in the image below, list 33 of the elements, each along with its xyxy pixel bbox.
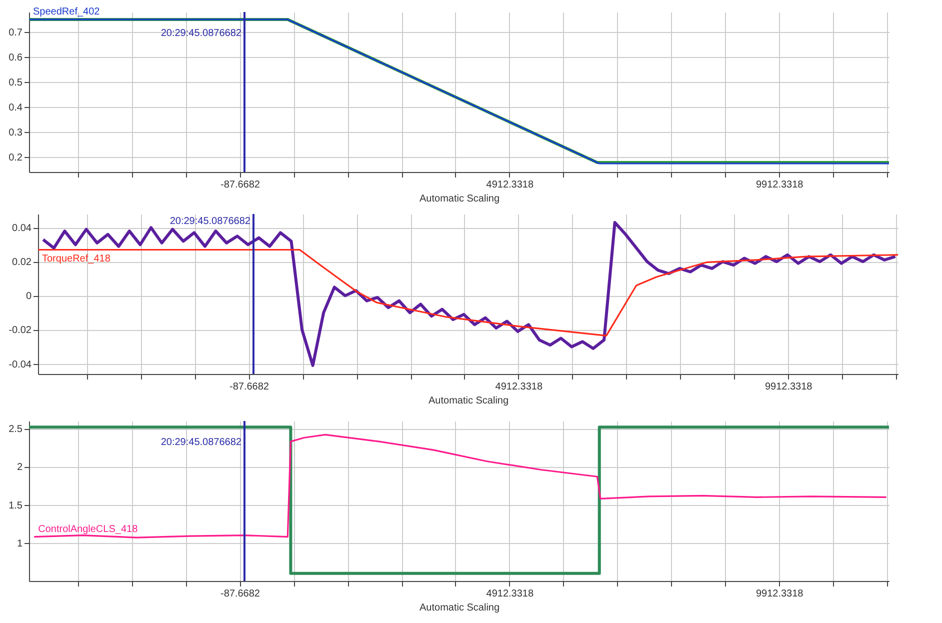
annotation: 20:29:45.0876682 — [160, 28, 242, 39]
annotation: 20:29:45.0876682 — [160, 437, 242, 448]
x-tick-label: 4912.3318 — [486, 180, 534, 190]
x-axis-title: Automatic Scaling — [428, 396, 509, 406]
x-axis-title: Automatic Scaling — [420, 194, 500, 204]
x-axis-title: Automatic Scaling — [420, 602, 500, 614]
x-tick-label: -87.6682 — [220, 588, 260, 600]
x-tick-label: -87.6682 — [220, 180, 260, 190]
annotation: 20:29:45.0876682 — [170, 216, 251, 227]
series-label: TorqueRef_418 — [42, 254, 111, 265]
x-tick-label: 9912.3318 — [764, 382, 813, 392]
x-tick-label: 4912.3318 — [495, 382, 543, 392]
y-tick-label: -0.04 — [8, 359, 32, 370]
y-tick-label: 0.7 — [8, 28, 23, 38]
series-label: ControlAngleCLS_418 — [38, 524, 138, 535]
y-tick-label: 0.4 — [8, 102, 23, 114]
y-tick-label: -0.02 — [8, 325, 32, 336]
x-tick-label: 4912.3318 — [486, 588, 534, 600]
series-label: SpeedRef_402 — [33, 6, 100, 18]
y-tick-label: 0.2 — [8, 152, 23, 164]
y-tick-label: 2 — [16, 462, 23, 474]
y-tick-label: 0.02 — [12, 257, 32, 268]
y-tick-label: 0.6 — [8, 52, 23, 64]
y-tick-label: 0 — [26, 291, 32, 302]
x-tick-label: 9912.3318 — [756, 180, 804, 190]
y-tick-label: 0.3 — [8, 128, 23, 138]
y-tick-label: 1 — [16, 538, 23, 550]
y-tick-label: 2.5 — [8, 424, 23, 436]
y-tick-label: 0.04 — [12, 223, 32, 234]
x-tick-label: -87.6682 — [230, 382, 270, 392]
y-tick-label: 0.5 — [8, 78, 23, 88]
x-tick-label: 9912.3318 — [756, 588, 804, 600]
y-tick-label: 1.5 — [8, 500, 23, 512]
